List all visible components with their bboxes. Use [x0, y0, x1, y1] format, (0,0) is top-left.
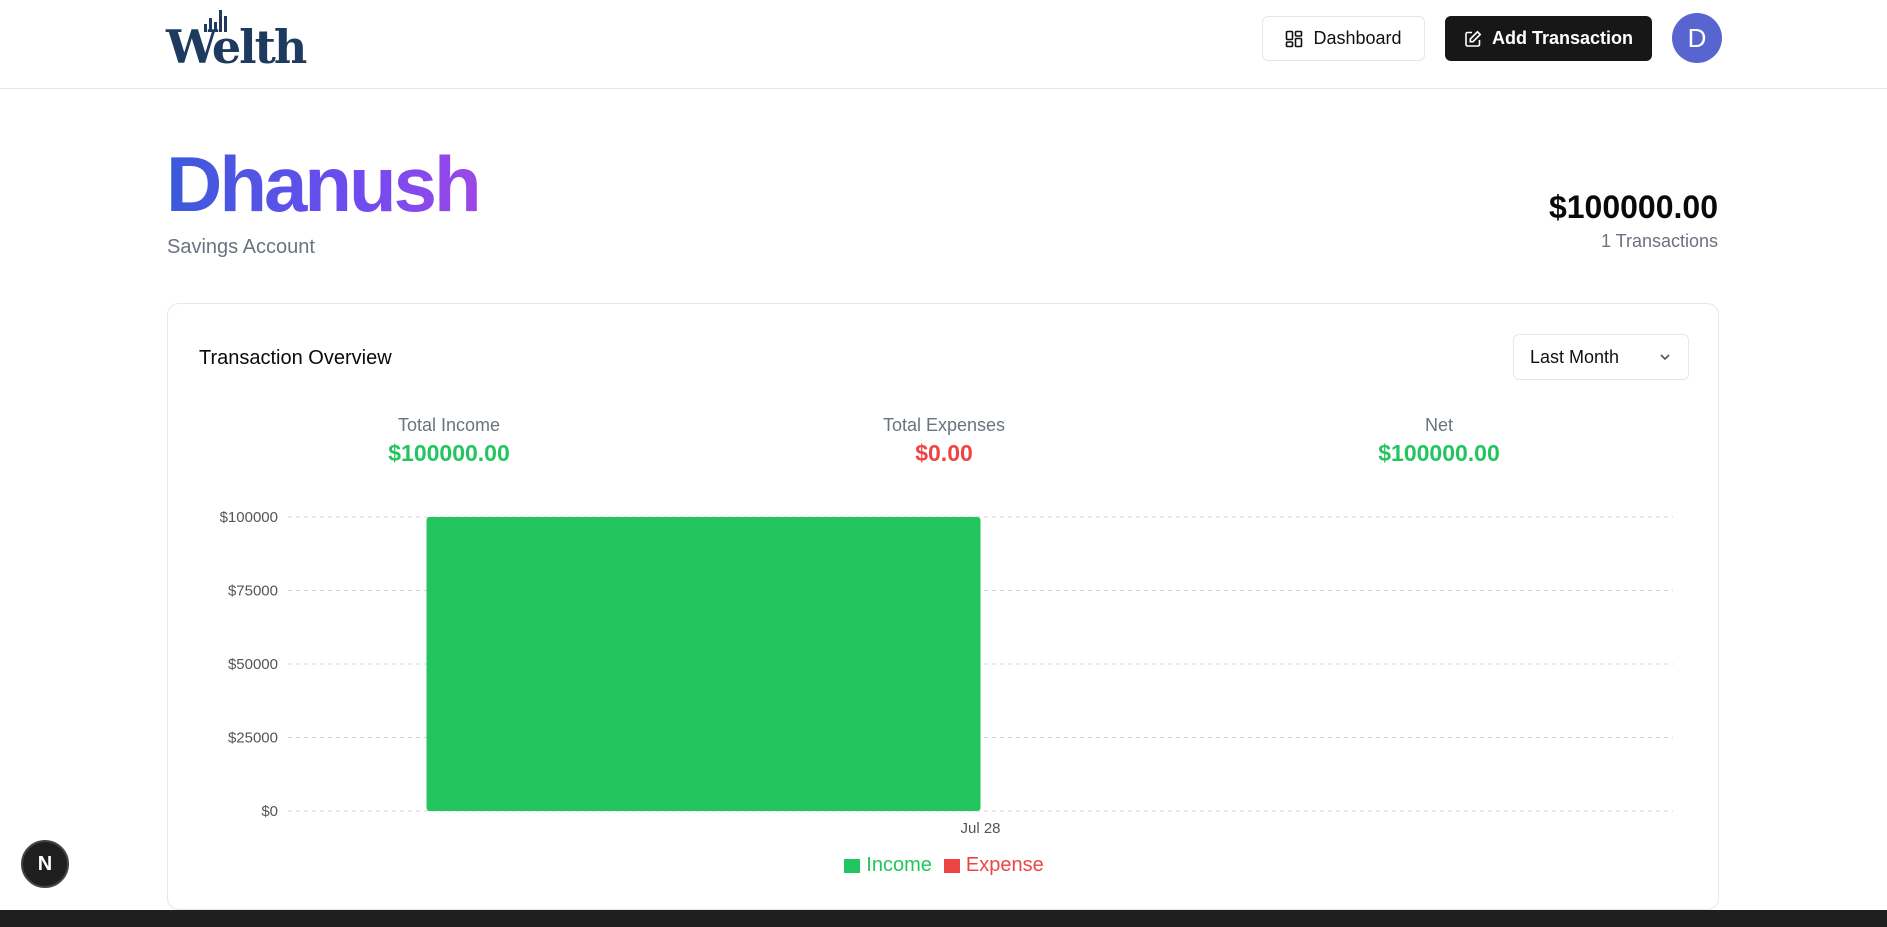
total-expenses-stat: Total Expenses $0.00 — [794, 415, 1094, 467]
legend-expense-swatch — [943, 858, 960, 873]
user-avatar[interactable]: D — [1672, 13, 1722, 63]
add-transaction-button[interactable]: Add Transaction — [1445, 16, 1652, 61]
account-balance: $100000.00 — [1548, 189, 1718, 225]
legend-income-swatch — [844, 858, 861, 873]
bar-income[interactable] — [426, 517, 981, 811]
total-income-value: $100000.00 — [388, 440, 510, 466]
net-stat: Net $100000.00 — [1289, 415, 1589, 467]
total-income-stat: Total Income $100000.00 — [299, 415, 599, 467]
transaction-overview-card: Transaction Overview Last Month Total In… — [167, 303, 1719, 910]
date-range-select[interactable]: Last Month — [1513, 334, 1689, 380]
pen-square-icon — [1465, 30, 1482, 47]
account-name: Dhanush — [166, 140, 482, 228]
logo-bars-icon — [204, 10, 227, 32]
add-transaction-label: Add Transaction — [1491, 28, 1634, 48]
y-tick-label: $75000 — [228, 583, 278, 600]
dashboard-button-label: Dashboard — [1313, 28, 1402, 48]
legend-expense-label: Expense — [965, 854, 1044, 876]
top-header: Welth Dashboard Add Transaction D — [0, 0, 1887, 89]
net-value: $100000.00 — [1378, 440, 1500, 466]
nextjs-dev-badge[interactable]: N — [21, 840, 69, 888]
taskbar — [0, 910, 1887, 927]
dashboard-button[interactable]: Dashboard — [1262, 16, 1425, 61]
legend-income-label: Income — [866, 854, 932, 876]
y-tick-label: $50000 — [228, 656, 278, 673]
legend-income[interactable]: Income — [844, 854, 932, 877]
x-tick-label: Jul 28 — [960, 820, 1000, 837]
y-tick-label: $100000 — [220, 509, 278, 526]
welth-logo[interactable]: Welth — [166, 10, 307, 74]
y-tick-label: $0 — [261, 803, 278, 820]
y-tick-label: $25000 — [228, 730, 278, 747]
total-expenses-label: Total Expenses — [882, 415, 1006, 435]
net-label: Net — [1424, 415, 1453, 435]
legend-expense[interactable]: Expense — [943, 854, 1044, 877]
total-income-label: Total Income — [397, 415, 501, 435]
account-type: Savings Account — [167, 236, 315, 258]
total-expenses-value: $0.00 — [915, 440, 973, 466]
chart-legend: Income Expense — [168, 854, 1720, 877]
date-range-value: Last Month — [1530, 346, 1620, 367]
transaction-bar-chart: $0 $25000 $50000 $75000 $100000 Jul 28 — [220, 509, 1673, 837]
logo-text: Welth — [166, 20, 307, 74]
dashboard-icon — [1286, 30, 1303, 47]
transaction-count: 1 Transactions — [1600, 231, 1718, 251]
chevron-down-icon — [1660, 354, 1670, 361]
card-title: Transaction Overview — [199, 347, 392, 369]
